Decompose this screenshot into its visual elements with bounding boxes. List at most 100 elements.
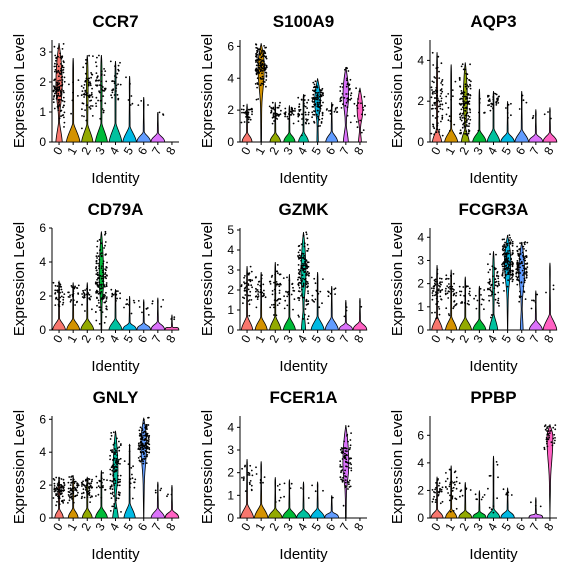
data-point — [261, 274, 263, 277]
data-point — [257, 295, 260, 297]
data-point — [119, 478, 121, 481]
data-point — [503, 238, 505, 241]
data-point — [249, 279, 252, 281]
data-point — [59, 94, 62, 97]
data-point — [317, 104, 319, 107]
data-point — [496, 285, 499, 288]
data-point — [170, 318, 173, 320]
data-point — [497, 291, 500, 294]
data-point — [128, 481, 131, 483]
data-point — [302, 252, 305, 255]
data-point — [492, 98, 495, 101]
data-point — [257, 64, 260, 67]
data-point — [262, 67, 264, 70]
x-tick-label: 8 — [541, 144, 557, 157]
data-point — [306, 107, 308, 109]
data-point — [113, 82, 116, 85]
data-point — [53, 79, 55, 82]
data-point — [137, 300, 140, 302]
data-point — [467, 93, 470, 95]
data-point — [461, 92, 464, 95]
data-point — [265, 64, 268, 67]
data-point — [298, 316, 300, 318]
data-point — [250, 469, 253, 472]
data-point — [61, 291, 64, 293]
data-point — [434, 104, 436, 106]
data-point — [54, 292, 57, 294]
data-point — [464, 114, 467, 117]
panel-title: CD79A — [88, 200, 144, 219]
y-tick-label: 4 — [39, 445, 46, 459]
data-point — [144, 447, 147, 449]
data-point — [504, 249, 506, 252]
data-point — [461, 98, 464, 100]
data-point — [438, 484, 440, 487]
data-point — [146, 442, 149, 445]
y-tick-label: 4 — [417, 230, 424, 244]
data-point — [247, 118, 250, 121]
data-point — [129, 104, 132, 106]
data-point — [94, 281, 97, 284]
data-point — [490, 508, 493, 511]
data-point — [431, 294, 434, 297]
data-point — [285, 290, 287, 293]
data-point — [520, 281, 523, 284]
data-point — [60, 57, 63, 60]
data-point — [58, 75, 60, 78]
data-point — [489, 109, 492, 112]
data-point — [363, 104, 366, 107]
data-point — [82, 290, 84, 292]
data-point — [525, 274, 528, 277]
data-point — [67, 481, 70, 484]
data-point — [142, 448, 145, 450]
data-point — [87, 490, 90, 493]
data-point — [146, 455, 148, 458]
data-point — [465, 98, 467, 100]
data-point — [353, 102, 356, 105]
data-point — [116, 461, 119, 464]
data-point — [438, 70, 440, 73]
data-point — [58, 98, 61, 101]
data-point — [242, 477, 245, 480]
data-point — [363, 95, 366, 98]
data-point — [460, 65, 463, 68]
data-point — [88, 489, 91, 492]
data-point — [517, 272, 520, 275]
data-point — [364, 113, 366, 116]
data-point — [109, 458, 111, 461]
data-point — [284, 107, 287, 110]
data-point — [100, 88, 103, 90]
data-point — [131, 102, 134, 105]
data-point — [504, 271, 506, 273]
data-point — [300, 254, 303, 257]
data-point — [86, 480, 89, 482]
data-point — [243, 297, 246, 300]
data-point — [349, 78, 352, 81]
data-point — [461, 117, 464, 119]
data-point — [258, 59, 261, 61]
data-point — [436, 302, 439, 305]
data-point — [436, 115, 439, 118]
data-point — [524, 298, 527, 300]
data-point — [304, 105, 307, 108]
data-point — [57, 65, 60, 68]
data-point — [70, 478, 72, 481]
data-point — [469, 94, 472, 97]
data-point — [256, 82, 259, 84]
data-point — [433, 76, 436, 78]
data-point — [464, 83, 467, 86]
data-point — [507, 279, 509, 282]
y-tick-label: 0 — [417, 135, 424, 149]
data-point — [56, 84, 59, 87]
data-point — [158, 111, 161, 114]
data-point — [129, 482, 132, 485]
data-point — [83, 484, 85, 487]
data-point — [483, 111, 486, 114]
data-point — [306, 274, 309, 276]
data-point — [245, 285, 248, 288]
y-tick-label: 2 — [39, 478, 46, 492]
data-point — [298, 257, 301, 259]
data-point — [109, 485, 112, 488]
data-point — [494, 298, 497, 301]
y-tick-label: 1 — [227, 488, 234, 502]
